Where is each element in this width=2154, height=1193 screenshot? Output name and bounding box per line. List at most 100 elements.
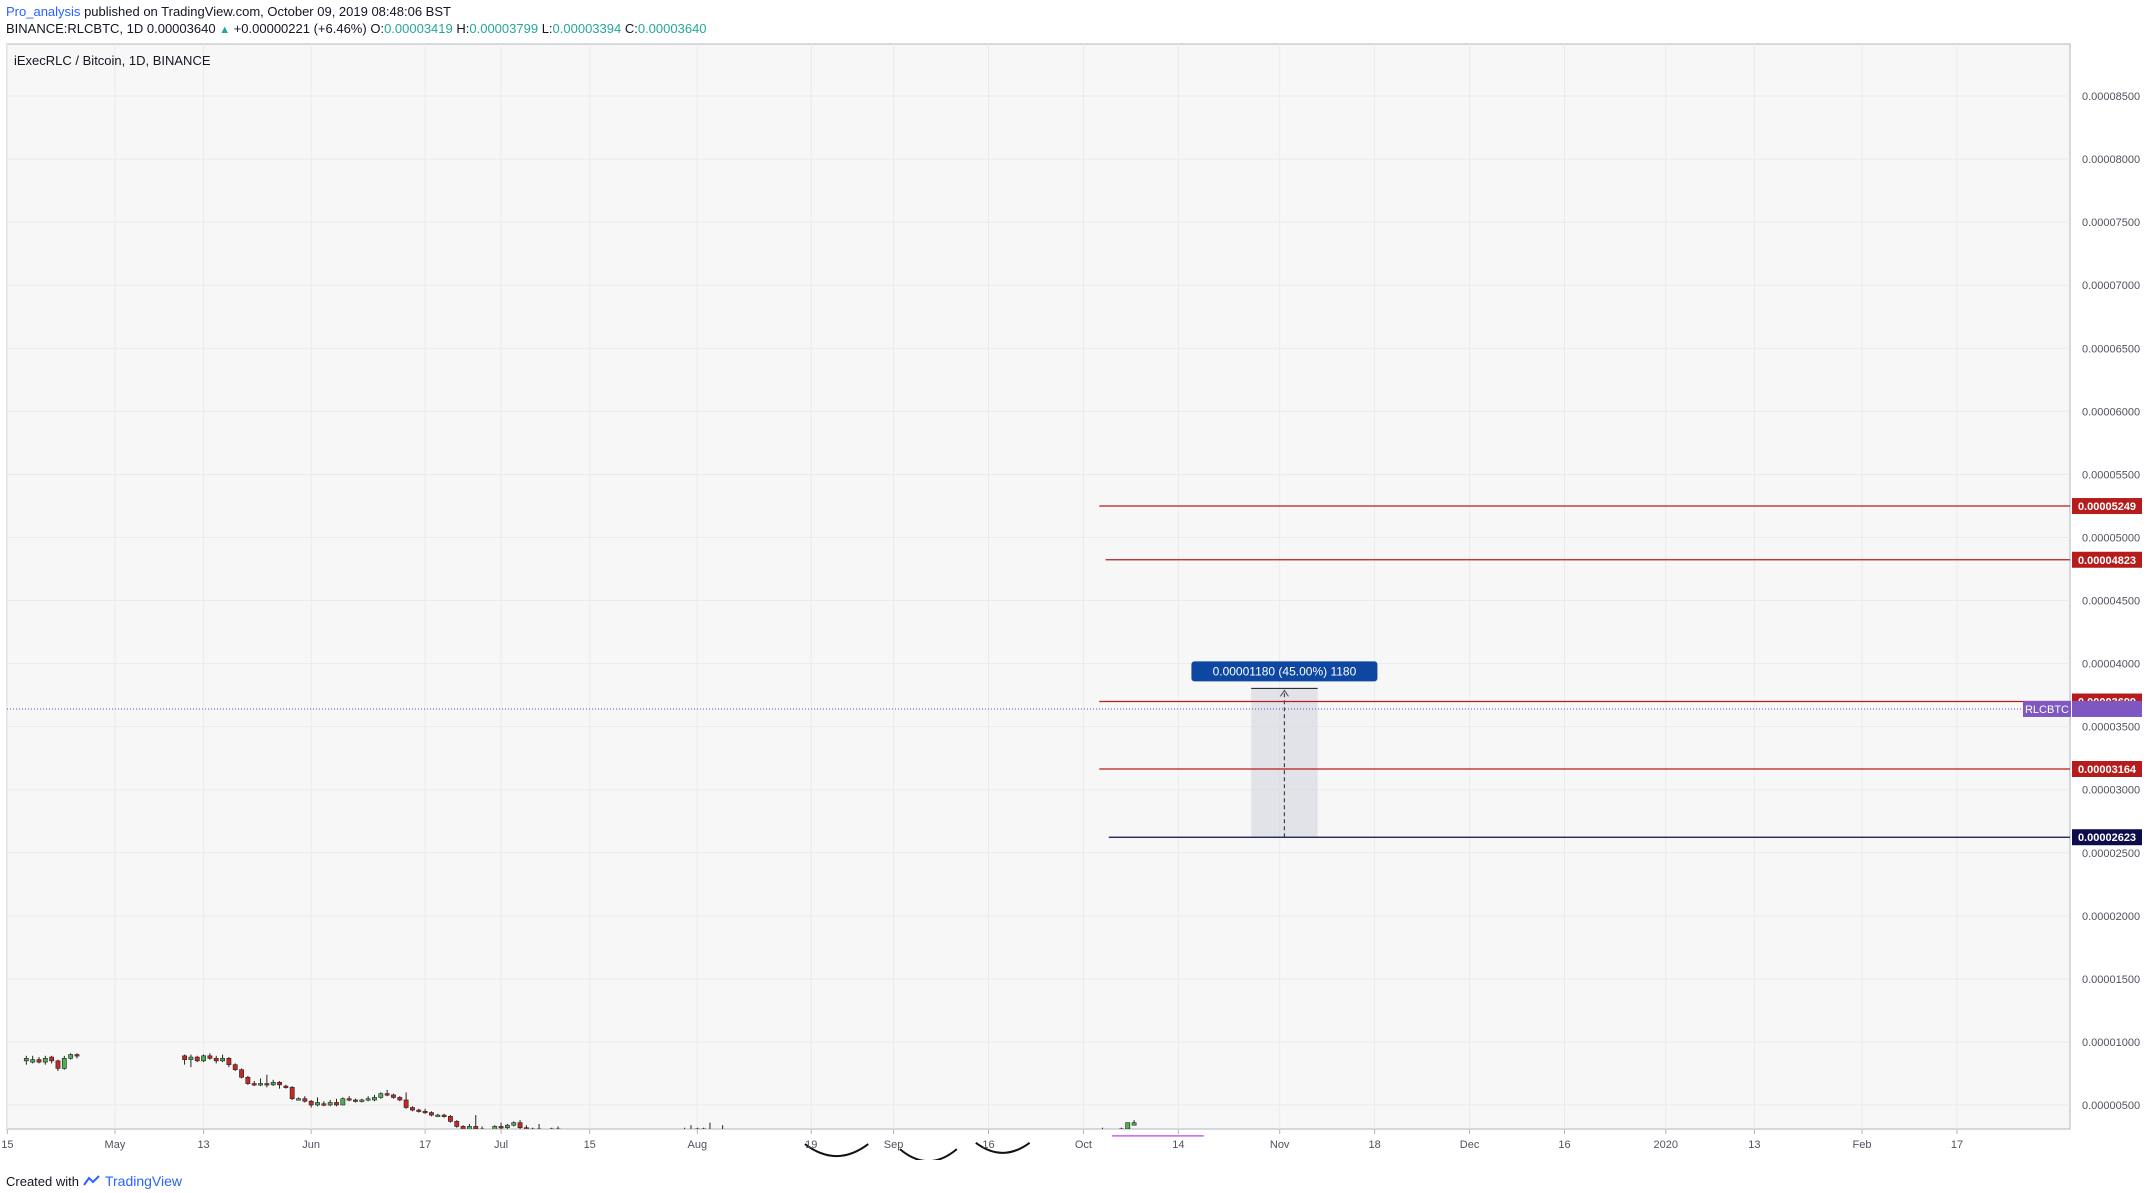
author-link[interactable]: Pro_analysis xyxy=(6,4,81,19)
measure-label: 0.00001180 (45.00%) 1180 xyxy=(1213,664,1357,678)
tradingview-brand[interactable]: TradingView xyxy=(104,1173,183,1189)
candle-up xyxy=(492,1125,498,1129)
candle-body xyxy=(182,1055,187,1060)
candle-body xyxy=(828,1142,832,1144)
y-tick-label: 0.00004000 xyxy=(2082,659,2140,671)
candle-body xyxy=(473,1126,479,1129)
candle-body xyxy=(1043,1140,1047,1142)
open-value: 0.00003419 xyxy=(384,21,453,36)
candle-down xyxy=(397,1096,403,1102)
candle-up xyxy=(511,1121,517,1127)
candle-up xyxy=(1005,1137,1009,1141)
candle-body xyxy=(790,1138,794,1141)
candle-down xyxy=(264,1074,270,1088)
candle-down xyxy=(904,1140,908,1144)
candle-body xyxy=(765,1139,769,1141)
candle-down xyxy=(847,1139,851,1143)
candle-up xyxy=(853,1137,857,1142)
candle-body xyxy=(353,1099,358,1102)
x-tick-label: 17 xyxy=(1951,1139,1963,1151)
candle-up xyxy=(1018,1137,1022,1141)
candle-up xyxy=(638,1134,642,1137)
support-zone-rect xyxy=(1111,1135,1204,1137)
price-chart[interactable]: 0.00001180 (45.00%) 1180 0.000052490.000… xyxy=(0,0,2154,1160)
candle-body xyxy=(448,1116,453,1122)
candle-body xyxy=(492,1126,498,1129)
candle-body xyxy=(42,1058,48,1063)
candle-body xyxy=(1062,1138,1066,1140)
candle-down xyxy=(487,1128,489,1129)
candle-down xyxy=(1107,1128,1111,1132)
candle-body xyxy=(683,1130,687,1132)
candle-down xyxy=(232,1063,238,1071)
open-label: O: xyxy=(370,21,385,36)
candle-up xyxy=(942,1144,946,1148)
symbol-tag xyxy=(2023,700,2071,717)
candle-body xyxy=(866,1140,870,1142)
y-tick-label: 0.00008500 xyxy=(2082,91,2140,103)
candle-body xyxy=(594,1133,598,1136)
candle-down xyxy=(740,1133,744,1139)
y-tick-label: 0.00001500 xyxy=(2082,974,2140,986)
candle-body xyxy=(410,1107,415,1111)
level-lines: 0.000052490.000048230.000036990.00003164… xyxy=(7,498,2142,846)
candle-body xyxy=(523,1127,529,1129)
candle-down xyxy=(917,1144,921,1148)
candle-body xyxy=(517,1122,523,1129)
footer: Created with TradingView xyxy=(6,1173,182,1189)
level-tag-label: 0.00003164 xyxy=(2078,764,2137,776)
candle-down xyxy=(733,1131,737,1136)
level-tag xyxy=(2072,551,2142,568)
candle-body xyxy=(626,1135,630,1137)
candle-body xyxy=(1125,1122,1131,1129)
candle-up xyxy=(1075,1135,1079,1138)
price-axis[interactable]: 0.00008500 0.00008000 0.00007500 0.00007000… xyxy=(2082,91,2140,1112)
candle-up xyxy=(327,1099,333,1107)
candle-body xyxy=(588,1135,592,1137)
candle-body xyxy=(1075,1137,1079,1139)
candle-down xyxy=(569,1133,573,1137)
candle-up xyxy=(435,1113,441,1117)
candle-up xyxy=(220,1054,225,1063)
candle-body xyxy=(638,1135,642,1137)
candle-down xyxy=(194,1055,200,1063)
candle-down xyxy=(36,1057,42,1064)
candle-body xyxy=(435,1114,441,1117)
candle-down xyxy=(607,1133,611,1137)
x-tick-label: Dec xyxy=(1460,1139,1480,1151)
candle-down xyxy=(523,1125,529,1129)
level-tag-label: 0.00004823 xyxy=(2078,555,2136,567)
candle-body xyxy=(759,1139,763,1141)
candle-up xyxy=(505,1123,510,1129)
candle-body xyxy=(61,1058,67,1069)
candle-body xyxy=(232,1064,238,1070)
x-tick-label: Jun xyxy=(302,1139,320,1151)
x-tick-label: 13 xyxy=(1748,1139,1760,1151)
measure-tool: 0.00001180 (45.00%) 1180 xyxy=(1191,661,1378,838)
x-tick-label: 18 xyxy=(1368,1139,1380,1151)
candle-body xyxy=(822,1140,826,1143)
candle-down xyxy=(555,1126,561,1129)
candle-down xyxy=(346,1096,352,1102)
publish-header: Pro_analysis published on TradingView.co… xyxy=(6,4,451,19)
candle-body xyxy=(207,1055,213,1059)
candle-down xyxy=(251,1081,257,1087)
x-tick-label: 14 xyxy=(1172,1139,1184,1151)
level-tag xyxy=(2072,498,2142,515)
y-tick-label: 0.00008000 xyxy=(2082,154,2140,166)
candle-up xyxy=(1131,1120,1137,1126)
candle-down xyxy=(517,1120,523,1129)
x-tick-label: 15 xyxy=(1,1139,13,1151)
candle-body xyxy=(460,1126,466,1129)
candle-body xyxy=(226,1058,232,1065)
candle-body xyxy=(569,1134,573,1136)
candle-down xyxy=(910,1142,914,1147)
candle-body xyxy=(847,1140,851,1142)
candle-body xyxy=(796,1138,800,1142)
plot-area[interactable] xyxy=(6,43,2071,1130)
candle-body xyxy=(1107,1130,1111,1132)
candle-body xyxy=(904,1142,908,1144)
candle-body xyxy=(479,1128,485,1129)
time-axis[interactable]: 15 May 13 Jun 17 Jul 15 Aug 19 Sep 16 Oct 14 Nov 18 Dec… xyxy=(1,1129,1963,1151)
candle-body xyxy=(296,1098,301,1101)
